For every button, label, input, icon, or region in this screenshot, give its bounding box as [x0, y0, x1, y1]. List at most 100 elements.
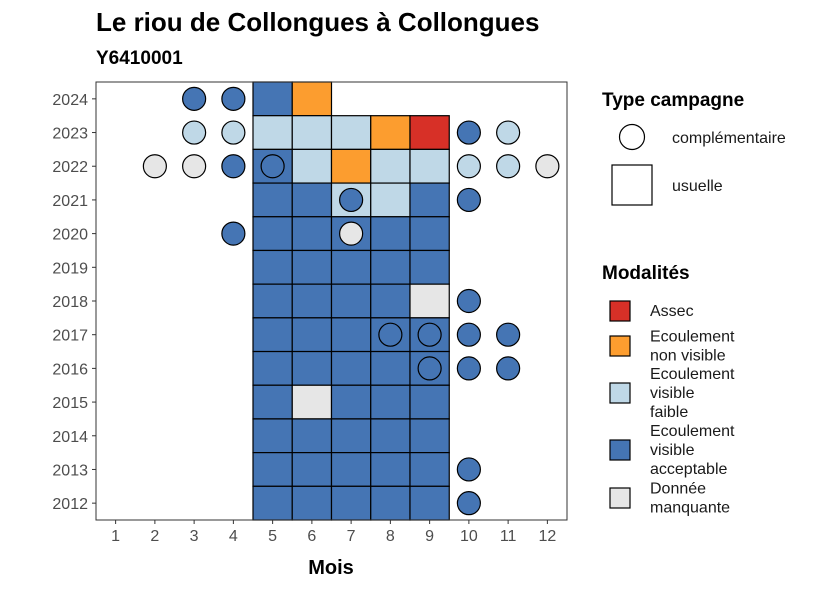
tile-2012-7 [330, 485, 372, 521]
tile-2023-7 [330, 115, 372, 150]
tile-2015-7 [330, 384, 372, 420]
tile-2021-5 [252, 182, 293, 218]
point-2022-12 [535, 154, 560, 179]
x-tick-label-8: 8 [386, 528, 395, 545]
tile-2017-7 [330, 317, 372, 353]
tile-2018-8 [370, 283, 411, 319]
tile-2013-8 [370, 452, 411, 487]
point-2022-10 [456, 154, 481, 179]
legend-label-nonvisible: Ecoulement non visible [650, 329, 735, 365]
y-tick-label-2014: 2014 [52, 429, 88, 446]
point-2021-10 [456, 187, 481, 213]
legend-label-manquante: Donnée manquante [650, 481, 730, 517]
tile-2018-5 [252, 283, 293, 319]
tile-2016-5 [252, 350, 293, 386]
x-tick-label-11: 11 [500, 528, 517, 545]
tile-2023-8 [370, 115, 411, 150]
tile-2015-5 [252, 384, 293, 420]
legend-key-nonvisible [609, 335, 631, 357]
tile-2012-8 [370, 485, 411, 521]
tile-2017-6 [291, 317, 333, 353]
legend-label-faible: Ecoulement visible faible [650, 366, 735, 421]
tile-2022-6 [291, 148, 333, 184]
tile-2019-6 [291, 249, 333, 285]
tile-2018-6 [291, 283, 333, 319]
legend-label-acceptable: Ecoulement visible acceptable [650, 423, 735, 478]
tile-2019-5 [252, 249, 293, 285]
x-tick-label-9: 9 [425, 528, 434, 545]
y-tick-label-2015: 2015 [52, 395, 88, 412]
tile-2012-9 [409, 485, 450, 521]
tile-2019-8 [370, 249, 411, 285]
tile-2014-8 [370, 418, 411, 454]
chart-title: Le riou de Collongues à Collongues [96, 7, 539, 37]
point-2017-10 [456, 322, 481, 347]
x-tick-label-7: 7 [347, 528, 356, 545]
tile-2018-9 [409, 283, 450, 319]
tile-2021-9 [409, 182, 450, 218]
y-axis: 2012 2013 2014 2015 2016 2017 2018 2019 2020 2021… [52, 92, 96, 513]
legend-shape-title: Type campagne [602, 90, 744, 111]
point-2013-10 [456, 457, 481, 482]
legend-complementaire-label: complémentaire [672, 130, 786, 147]
point-2017-9 [417, 322, 442, 347]
y-tick-label-2017: 2017 [52, 328, 88, 345]
tile-2023-5 [252, 115, 293, 150]
tile-2020-5 [252, 216, 293, 252]
tile-2016-7 [330, 350, 372, 386]
chart-subtitle: Y6410001 [96, 48, 183, 69]
legend-usuelle-label: usuelle [672, 178, 723, 195]
tile-2020-8 [370, 216, 411, 252]
point-2022-4 [221, 154, 246, 179]
legend-type-campagne: Type campagne complémentaire usuelle [602, 90, 786, 206]
point-2020-4 [221, 221, 246, 246]
tile-2013-6 [291, 452, 333, 487]
point-2024-4 [221, 86, 246, 111]
tile-2013-5 [252, 452, 293, 487]
tile-2021-8 [370, 182, 411, 218]
point-2017-8 [378, 322, 403, 347]
legend-label-assec: Assec [650, 303, 694, 320]
point-2023-10 [456, 120, 481, 145]
tile-2014-6 [291, 418, 333, 454]
y-tick-label-2022: 2022 [52, 159, 88, 176]
y-tick-label-2013: 2013 [52, 462, 88, 479]
tile-2020-9 [409, 216, 450, 252]
tile-2021-6 [291, 182, 333, 218]
legend-key-faible [609, 382, 631, 404]
y-tick-label-2012: 2012 [52, 496, 88, 513]
tile-2020-6 [291, 216, 333, 252]
tile-2019-7 [330, 249, 372, 285]
tile-2023-6 [291, 115, 333, 150]
point-2023-4 [221, 120, 246, 145]
legend-key-acceptable [609, 439, 631, 461]
legend-usuelle-square-icon [611, 164, 653, 206]
y-tick-label-2024: 2024 [52, 92, 88, 109]
legend-complementaire-circle-icon [618, 123, 646, 151]
tile-2014-9 [409, 418, 450, 454]
x-tick-label-1: 1 [111, 528, 120, 545]
legend-key-assec [609, 300, 631, 322]
point-2022-5 [260, 154, 285, 179]
tile-2015-9 [409, 384, 450, 420]
tile-2022-7 [330, 148, 372, 184]
point-2017-11 [496, 322, 521, 347]
y-tick-label-2016: 2016 [52, 361, 88, 378]
y-tick-label-2023: 2023 [52, 126, 88, 143]
point-2016-11 [496, 356, 521, 381]
tile-2014-7 [330, 418, 372, 454]
x-tick-label-5: 5 [268, 528, 277, 545]
tile-2017-5 [252, 317, 293, 353]
legend-key-manquante [609, 487, 631, 509]
point-2022-2 [142, 154, 167, 179]
point-2016-10 [456, 356, 481, 381]
x-tick-label-4: 4 [229, 528, 238, 545]
y-tick-label-2021: 2021 [52, 193, 88, 210]
y-tick-label-2018: 2018 [52, 294, 88, 311]
y-tick-label-2020: 2020 [52, 227, 88, 244]
tile-2013-9 [409, 452, 450, 487]
tile-2023-9 [409, 115, 450, 150]
usuelle-tiles [252, 81, 450, 521]
